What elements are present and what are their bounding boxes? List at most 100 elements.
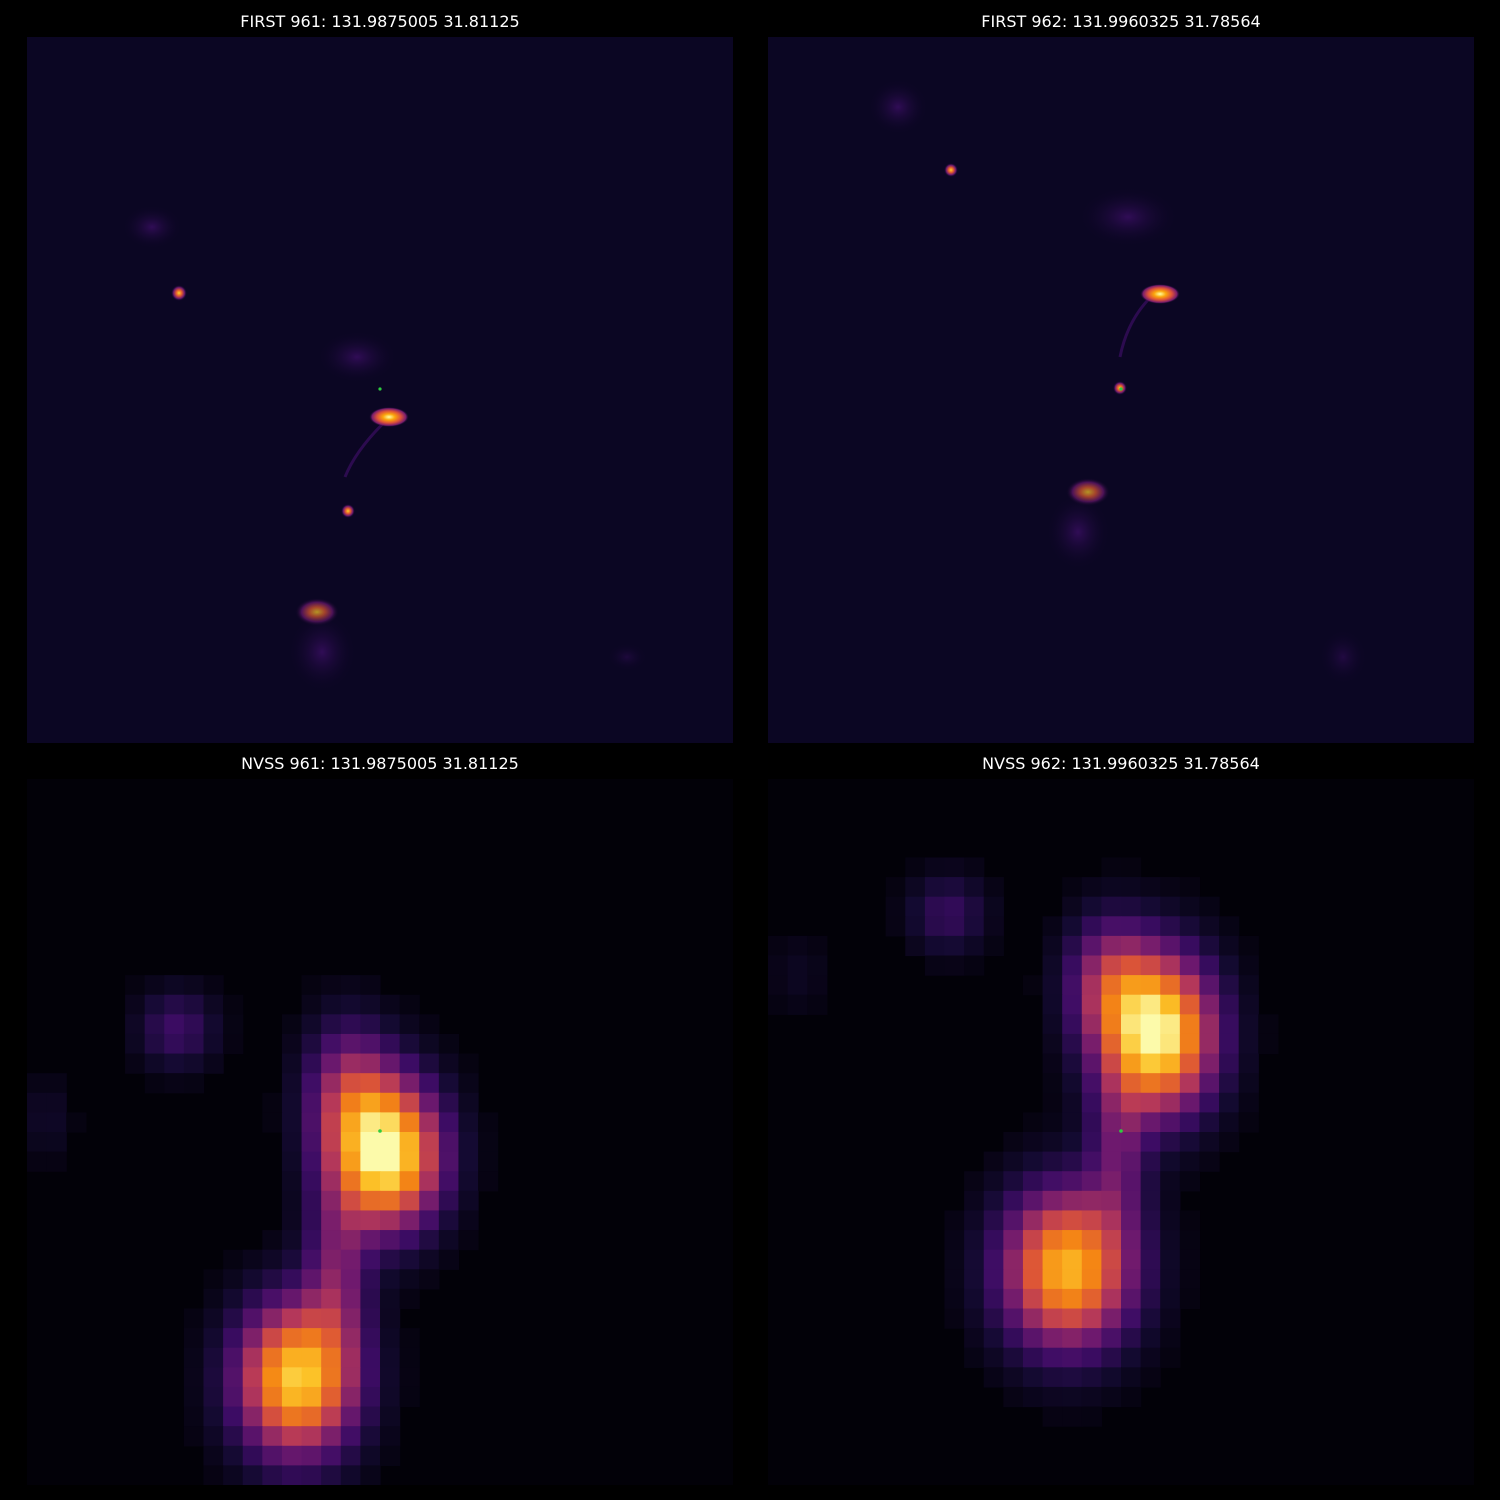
map-pixel [262,1386,283,1408]
map-pixel [164,1053,185,1074]
map-pixel [944,1210,965,1231]
map-pixel [1199,1014,1220,1035]
map-pixel [281,1190,303,1212]
map-pixel [1042,1033,1063,1055]
map-pixel [321,1053,342,1074]
map-pixel [360,1190,381,1212]
map-pixel [1081,1014,1102,1035]
map-pixel [1081,1386,1102,1408]
target-marker [1119,1129,1123,1133]
map-pixel [223,1308,244,1329]
map-pixel [1258,1014,1279,1035]
map-pixel [1140,994,1161,1015]
map-pixel [1219,955,1240,976]
map-pixel [399,1171,420,1192]
map-pixel [1101,1132,1122,1153]
map-pixel [340,1033,361,1055]
map-pixel [164,975,185,996]
map-pixel [66,1112,87,1133]
map-pixel [399,1190,420,1212]
map-pixel [1042,916,1063,937]
map-pixel [1101,975,1122,996]
map-pixel [340,1171,361,1192]
map-pixel [1121,1210,1142,1231]
map-pixel [1022,1230,1044,1251]
map-pixel [380,1328,401,1349]
map-pixel [301,1269,322,1290]
map-pixel [360,1230,381,1251]
map-pixel [1140,1367,1161,1388]
map-pixel [203,975,224,996]
map-pixel [1081,1033,1102,1055]
map-pixel [1121,1014,1142,1035]
map-pixel [281,1328,303,1349]
map-pixel [301,1288,322,1310]
map-pixel [1003,1347,1024,1368]
target-marker [378,1129,382,1133]
map-pixel [1140,1171,1161,1192]
map-pixel [768,935,789,957]
map-pixel [321,1465,342,1485]
map-pixel [1140,1053,1161,1074]
map-pixel [1238,975,1259,996]
map-pixel [1219,1132,1240,1153]
map-pixel [1101,1269,1122,1290]
map-pixel [1042,935,1063,957]
map-pixel [380,1406,401,1427]
map-pixel [301,1073,322,1094]
map-pixel [1101,1386,1122,1408]
map-pixel [340,1386,361,1408]
map-pixel [1238,935,1259,957]
map-pixel [203,1347,224,1368]
map-pixel [340,1230,361,1251]
map-pixel [1199,1112,1220,1133]
map-pixel [281,1230,303,1251]
bright-source [1140,284,1180,304]
map-pixel [281,1347,303,1368]
map-pixel [1081,896,1102,917]
map-pixel [380,994,401,1015]
map-pixel [1199,1033,1220,1055]
map-pixel [1160,1132,1181,1153]
map-pixel [1042,1190,1063,1212]
map-pixel [944,857,965,878]
map-pixel [125,1053,146,1074]
map-pixel [340,1014,361,1035]
map-pixel [125,975,146,996]
map-pixel [1081,994,1102,1015]
map-pixel [1003,1386,1024,1408]
map-pixel [1199,935,1220,957]
map-pixel [242,1445,263,1466]
map-pixel [1219,994,1240,1015]
map-pixel [301,1092,322,1113]
map-pixel [1160,1033,1181,1055]
map-pixel [438,1112,460,1133]
map-pixel [203,1308,224,1329]
panel-title-nvss-962: NVSS 962: 131.9960325 31.78564 [982,754,1260,773]
map-pixel [458,1112,479,1133]
map-pixel [399,1033,420,1055]
map-pixel [281,1073,303,1094]
map-pixel [223,1328,244,1349]
map-pixel [1081,1171,1102,1192]
map-pixel [242,1308,263,1329]
map-pixel [1179,1033,1201,1055]
map-pixel [242,1406,263,1427]
map-pixel [1179,1092,1201,1113]
map-pixel [380,1288,401,1310]
map-pixel [203,1269,224,1290]
faint-emission [1319,629,1367,685]
map-pixel [1121,1347,1142,1368]
map-pixel [983,1367,1004,1388]
map-pixel [1179,1132,1201,1153]
map-pixel [281,1171,303,1192]
map-pixel [438,1190,460,1212]
map-pixel [1101,1190,1122,1212]
map-pixel [924,916,946,937]
map-pixel [164,994,185,1015]
map-pixel [944,916,965,937]
map-pixel [340,1151,361,1172]
map-pixel [1219,1053,1240,1074]
map-pixel [399,1151,420,1172]
map-pixel [1179,1053,1201,1074]
